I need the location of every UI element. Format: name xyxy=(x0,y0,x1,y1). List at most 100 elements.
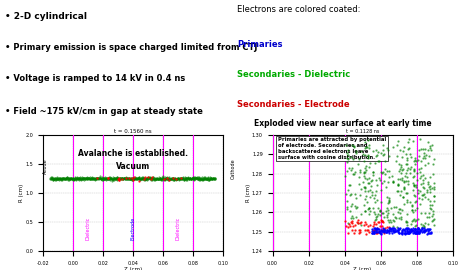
Point xyxy=(369,224,376,228)
Point xyxy=(379,229,386,233)
Point xyxy=(378,180,386,185)
Point xyxy=(407,155,414,159)
Point xyxy=(347,155,355,159)
Point xyxy=(165,177,173,182)
Point xyxy=(363,177,371,181)
Point xyxy=(67,176,74,180)
Point xyxy=(408,228,416,232)
Point xyxy=(125,176,132,181)
Point xyxy=(100,176,107,181)
Point xyxy=(421,228,428,232)
Point xyxy=(406,229,413,234)
Point xyxy=(413,178,420,183)
Point xyxy=(109,177,117,181)
Point xyxy=(423,231,430,236)
Point xyxy=(365,224,372,228)
Point xyxy=(351,204,359,208)
Point xyxy=(369,149,376,154)
Point xyxy=(353,205,361,209)
Point xyxy=(363,228,371,232)
Point xyxy=(63,175,71,180)
Point xyxy=(47,177,55,181)
Point xyxy=(411,224,419,228)
Point xyxy=(418,211,425,215)
Point xyxy=(113,175,120,180)
Point xyxy=(410,183,418,188)
Point xyxy=(51,177,58,181)
Point xyxy=(111,176,119,180)
Point xyxy=(409,188,417,193)
Point xyxy=(111,177,118,181)
Point xyxy=(365,207,372,212)
Point xyxy=(84,177,92,181)
Point xyxy=(206,175,214,180)
Point xyxy=(169,176,176,181)
Point xyxy=(390,212,397,216)
Point xyxy=(99,177,107,181)
Point xyxy=(399,194,406,199)
Point xyxy=(370,230,378,234)
Point xyxy=(402,162,410,167)
Point xyxy=(419,147,427,151)
Point xyxy=(373,183,381,187)
Point xyxy=(421,211,429,215)
Point xyxy=(160,177,168,181)
Point xyxy=(385,196,393,200)
Point xyxy=(77,176,85,181)
Point xyxy=(403,227,410,231)
Point xyxy=(398,230,406,234)
Point xyxy=(351,222,359,227)
Point xyxy=(146,175,153,179)
Point xyxy=(59,176,66,180)
Point xyxy=(408,219,416,223)
Point xyxy=(353,215,360,220)
Point xyxy=(419,193,426,197)
Point xyxy=(98,177,105,181)
Point xyxy=(426,146,433,150)
Point xyxy=(181,175,189,180)
Point xyxy=(381,228,389,232)
Point xyxy=(70,176,77,181)
Point xyxy=(122,176,130,180)
Point xyxy=(118,176,126,180)
Point xyxy=(111,176,118,181)
Point xyxy=(95,177,102,181)
Point xyxy=(353,151,360,156)
Point xyxy=(170,176,177,180)
Point xyxy=(205,176,212,180)
Point xyxy=(356,228,364,232)
Point xyxy=(344,205,351,210)
Point xyxy=(81,177,89,181)
Point xyxy=(357,220,365,224)
Point xyxy=(201,176,209,181)
Point xyxy=(68,176,75,180)
Point xyxy=(85,176,92,180)
Point xyxy=(107,177,114,181)
Point xyxy=(202,177,210,181)
Point xyxy=(371,161,379,165)
Point xyxy=(418,226,426,230)
Point xyxy=(114,176,122,181)
Point xyxy=(177,176,184,180)
Point xyxy=(134,176,142,180)
Point xyxy=(153,176,160,181)
Point xyxy=(413,231,420,235)
Point xyxy=(85,176,93,180)
Point xyxy=(365,205,372,210)
Point xyxy=(74,176,82,181)
Point xyxy=(70,177,78,181)
Point xyxy=(416,137,423,141)
Point xyxy=(189,176,197,180)
Point xyxy=(188,177,196,181)
Point xyxy=(122,177,130,181)
Point xyxy=(168,176,176,180)
Point xyxy=(390,228,397,233)
Point xyxy=(383,230,390,234)
Point xyxy=(378,219,386,224)
Point xyxy=(361,203,368,207)
Point xyxy=(163,175,170,180)
Point xyxy=(184,175,191,179)
Point xyxy=(49,177,56,181)
Point xyxy=(101,177,109,181)
Point xyxy=(361,140,369,144)
